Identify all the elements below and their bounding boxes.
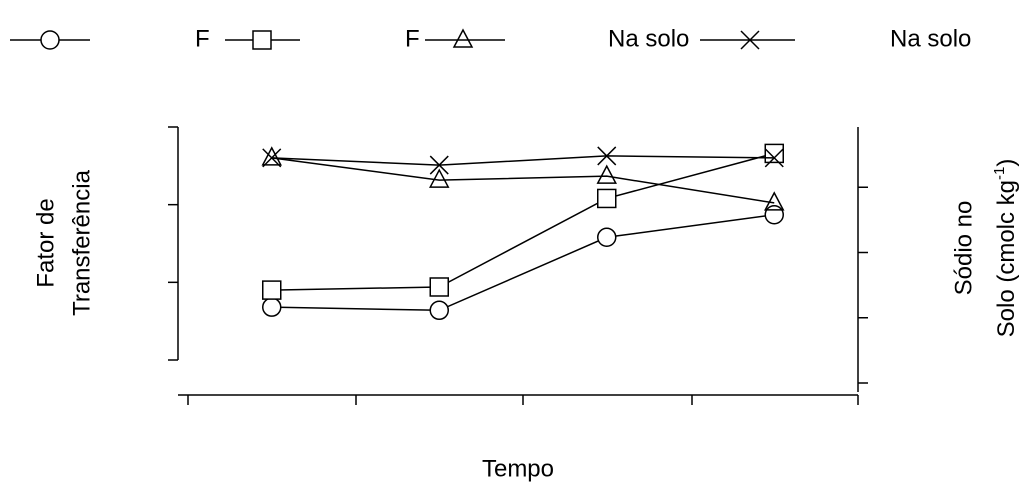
marker: [597, 188, 617, 209]
legend-marker: [252, 30, 272, 50]
series-line: [271, 155, 775, 166]
marker: [764, 205, 784, 225]
y2-label-sup: -1: [991, 167, 1008, 180]
marker: [597, 227, 617, 248]
series-line: [271, 157, 775, 204]
marker: [262, 297, 282, 317]
series-line: [271, 152, 775, 291]
y2-axis-label: Solo (cmolc kg-1): [991, 159, 1020, 338]
series-line: [271, 214, 775, 312]
y2-axis-label: Sódio no: [950, 201, 977, 296]
marker: [429, 168, 450, 188]
y2-label-text: Solo (cmolc kg: [993, 180, 1020, 337]
marker: [261, 146, 282, 166]
legend-text: F: [405, 25, 420, 52]
legend-marker: [452, 28, 474, 48]
y-axis-label: Fator de: [32, 198, 59, 287]
y-axis-label: Transferência: [68, 169, 95, 315]
marker: [429, 277, 449, 297]
x-axis-label: Tempo: [482, 455, 554, 482]
legend-marker: [40, 30, 60, 50]
y2-label-end: ): [993, 159, 1020, 167]
legend-text: Na solo: [890, 25, 971, 52]
marker: [764, 191, 785, 211]
marker: [429, 300, 449, 321]
marker: [764, 143, 784, 164]
marker: [596, 164, 617, 184]
marker: [764, 148, 784, 168]
x-ticks: [187, 395, 859, 405]
marker: [597, 146, 617, 166]
legend-text: Na solo: [608, 25, 689, 52]
marker: [262, 148, 282, 168]
legend-text: F: [195, 25, 210, 52]
marker: [429, 155, 449, 175]
marker: [262, 280, 282, 300]
legend-marker: [740, 30, 760, 50]
